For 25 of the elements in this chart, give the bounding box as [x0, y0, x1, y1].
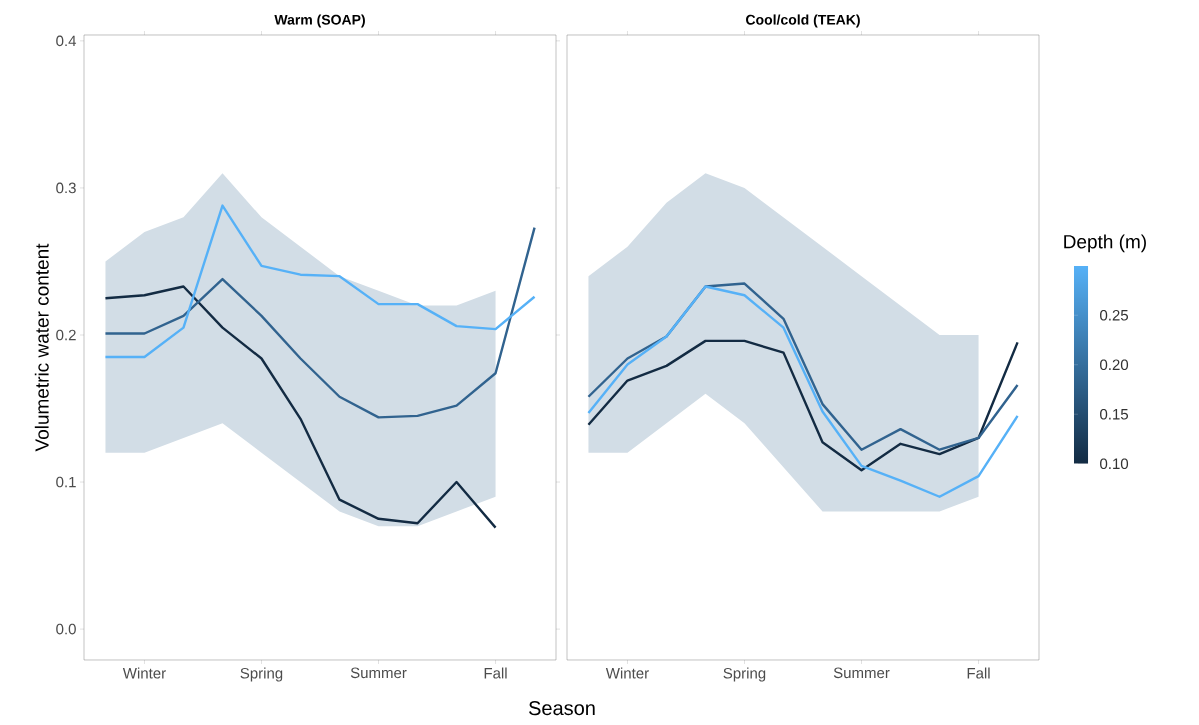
y-tick-label: 0.4: [56, 35, 77, 47]
y-tick-label: 0.0: [56, 623, 76, 635]
x-axis-title: Season: [529, 701, 595, 716]
line-series: [104, 204, 536, 359]
x-tick-label: Winter: [122, 667, 166, 679]
x-tick-label: Spring: [240, 667, 283, 682]
line-series: [104, 226, 536, 419]
chart-title: Warm (SOAP): [274, 14, 365, 28]
x-tick-label: Summer: [350, 667, 407, 679]
chart-title: Cool/cold (TEAK): [746, 14, 860, 28]
y-axis-title: Volumetric water content: [34, 243, 49, 452]
x-tick-label: Fall: [484, 667, 507, 679]
color-bar-label: 0.20: [1100, 359, 1129, 371]
color-bar-label: 0.25: [1100, 309, 1129, 321]
line-series: [104, 285, 497, 529]
x-tick-label: Spring: [723, 667, 766, 682]
color-bar-label: 0.10: [1100, 458, 1129, 470]
x-tick-label: Fall: [967, 667, 990, 679]
y-tick-label: 0.3: [56, 182, 76, 194]
y-tick-label: 0.2: [56, 329, 76, 341]
color-bar-label: 0.15: [1100, 408, 1129, 420]
y-tick-label: 0.1: [56, 476, 76, 488]
x-tick-label: Summer: [833, 667, 890, 679]
x-tick-label: Winter: [605, 667, 649, 679]
color-bar-title: Depth (m): [1064, 234, 1146, 253]
